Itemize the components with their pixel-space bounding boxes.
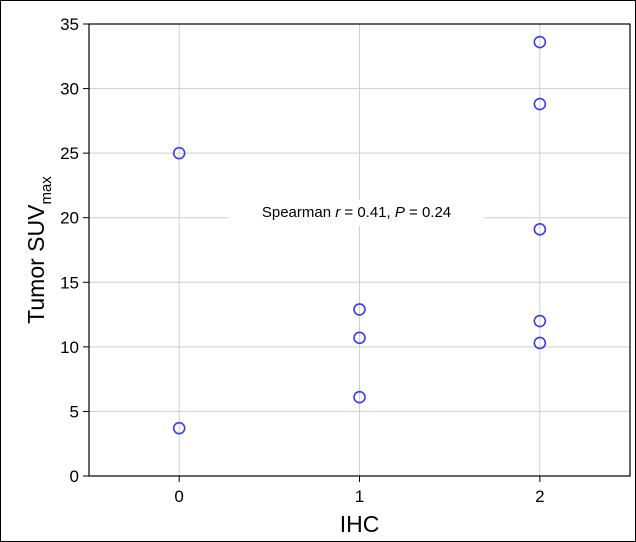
data-point: [533, 223, 547, 236]
y-tick-label: 10: [60, 338, 79, 357]
annotation-p-value: = 0.24: [405, 204, 451, 221]
y-tick-label: 35: [60, 15, 79, 34]
y-axis-title-main: Tumor SUV: [23, 204, 49, 324]
y-axis-title: Tumor SUVmax: [23, 176, 55, 324]
y-tick-label: 30: [60, 80, 79, 99]
data-point: [353, 303, 366, 316]
y-tick-label: 15: [60, 273, 79, 292]
x-tick-label: 0: [174, 487, 183, 506]
data-point: [533, 97, 547, 111]
data-point: [353, 331, 366, 345]
data-point: [353, 390, 366, 404]
annotation-r-value: = 0.41,: [340, 204, 395, 221]
y-tick-label: 25: [60, 144, 79, 163]
data-point: [533, 314, 547, 328]
annotation-r-symbol: r: [335, 204, 341, 221]
x-axis-title: IHC: [340, 511, 380, 537]
x-tick-label: 1: [355, 487, 364, 506]
data-point: [533, 35, 547, 49]
annotation-background: [228, 200, 485, 226]
annotation-prefix: Spearman: [262, 204, 335, 221]
data-point: [533, 336, 547, 350]
y-axis-title-subscript: max: [38, 176, 55, 205]
data-point: [172, 146, 186, 160]
data-point: [172, 421, 186, 435]
x-tick-label: 2: [535, 487, 544, 506]
y-tick-label: 0: [70, 467, 79, 486]
y-tick-label: 5: [70, 402, 79, 421]
annotation-p-symbol: P: [395, 204, 405, 221]
spearman-annotation: Spearman r = 0.41, P = 0.24: [262, 204, 451, 221]
y-tick-label: 20: [60, 209, 79, 228]
